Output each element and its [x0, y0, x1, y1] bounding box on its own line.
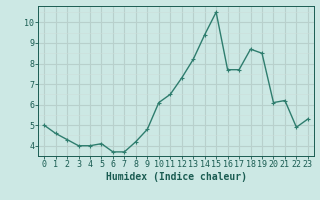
X-axis label: Humidex (Indice chaleur): Humidex (Indice chaleur)	[106, 172, 246, 182]
